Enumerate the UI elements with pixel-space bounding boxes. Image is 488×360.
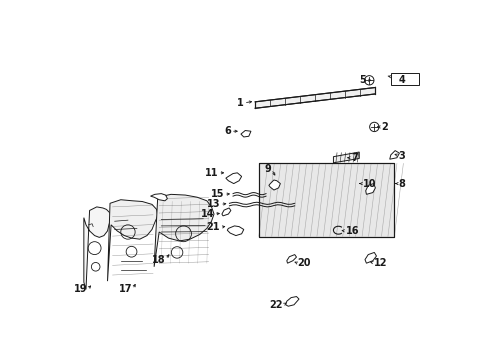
Text: 19: 19 [74,284,87,294]
Text: 14: 14 [200,209,214,219]
Text: 21: 21 [206,222,220,232]
Text: 9: 9 [264,164,271,174]
Polygon shape [255,87,375,108]
Text: 2: 2 [380,122,386,132]
Polygon shape [83,207,111,289]
Text: 20: 20 [297,258,310,268]
Text: 6: 6 [224,126,230,136]
Text: 11: 11 [204,168,218,178]
Text: 3: 3 [398,150,405,161]
Polygon shape [286,255,296,263]
Text: 16: 16 [345,226,358,236]
Text: 17: 17 [119,284,132,294]
Polygon shape [333,152,359,163]
Text: 8: 8 [398,179,405,189]
Polygon shape [241,131,250,137]
Polygon shape [107,200,158,281]
Polygon shape [225,173,241,184]
Text: 12: 12 [373,258,387,268]
Text: 1: 1 [237,98,244,108]
Text: 10: 10 [362,179,376,189]
Polygon shape [285,297,298,306]
Polygon shape [222,208,230,216]
Polygon shape [268,180,280,190]
Bar [258,163,394,237]
Text: 15: 15 [210,189,224,199]
Text: 18: 18 [152,255,165,265]
Text: 4: 4 [398,75,405,85]
Polygon shape [364,252,376,263]
Text: 13: 13 [206,199,220,210]
Text: 5: 5 [359,75,366,85]
Text: 22: 22 [269,300,283,310]
Polygon shape [150,194,167,201]
FancyBboxPatch shape [390,73,418,85]
Polygon shape [389,150,399,159]
Polygon shape [365,184,375,194]
Text: 7: 7 [351,153,357,163]
Polygon shape [227,226,244,235]
Bar [258,163,394,237]
Polygon shape [154,194,214,267]
